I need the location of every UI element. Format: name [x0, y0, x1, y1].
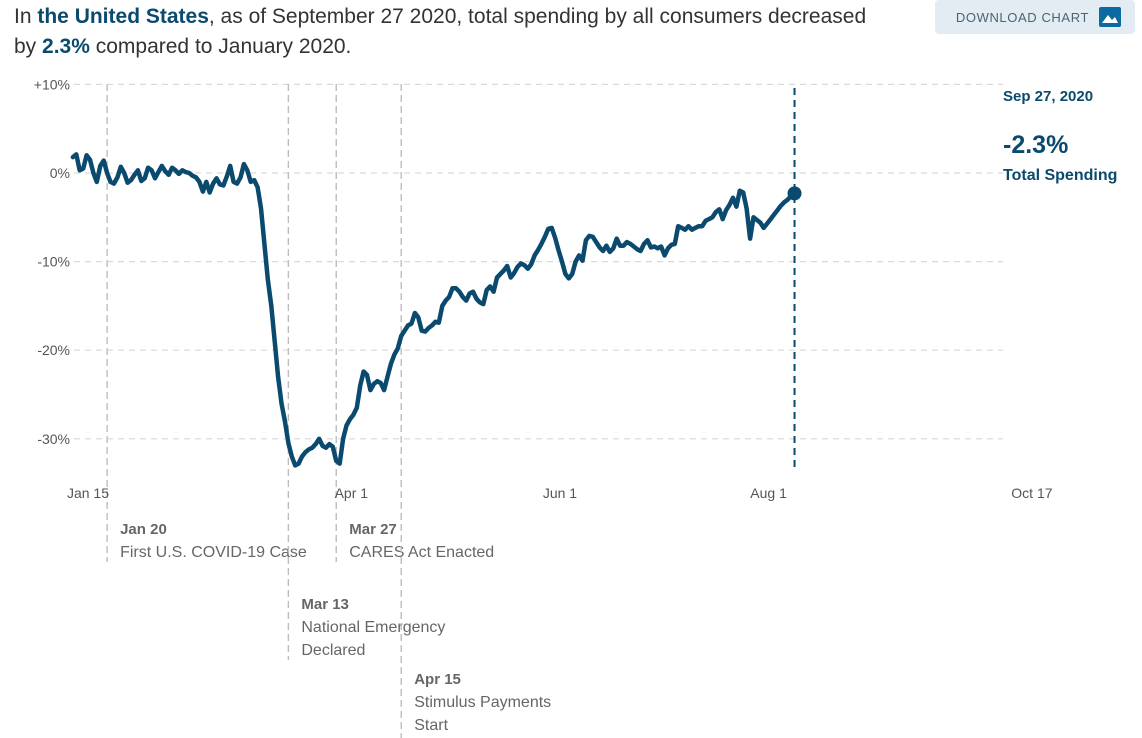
headline-location[interactable]: the United States	[37, 5, 209, 28]
callout-date: Sep 27, 2020	[1003, 88, 1093, 105]
callout-value: -2.3%	[1003, 131, 1068, 159]
series	[70, 152, 797, 468]
x-tick-label: Oct 17	[1011, 485, 1052, 501]
event-label: CARES Act Enacted	[349, 544, 494, 561]
headline-suffix: compared to January 2020.	[89, 35, 352, 58]
event-markers: Jan 20 First U.S. COVID-19 Case Mar 13 Nati…	[106, 84, 551, 738]
y-tick-label: +10%	[34, 76, 70, 92]
image-icon	[1099, 7, 1121, 27]
event-date: Mar 27	[349, 521, 397, 538]
event-label: First U.S. COVID-19 Case	[120, 544, 307, 561]
download-chart-button[interactable]: DOWNLOAD CHART	[935, 0, 1135, 34]
x-tick-label: Jun 1	[543, 485, 577, 501]
y-tick-label: -30%	[37, 431, 70, 447]
series-line-total-spending	[70, 152, 797, 468]
y-tick-label: 0%	[50, 165, 70, 181]
event-label: National Emergency	[301, 619, 445, 636]
event-date: Apr 15	[414, 671, 461, 688]
event-date: Mar 13	[301, 596, 349, 613]
headline: In the United States, as of September 27…	[14, 2, 894, 62]
y-tick-label: -20%	[37, 342, 70, 358]
axis-labels: +10% 0% -10% -20% -30% Jan 15 Apr 1 Jun 1 Aug 1 O…	[34, 76, 1053, 501]
x-tick-label: Aug 1	[750, 485, 787, 501]
x-tick-label: Apr 1	[335, 485, 369, 501]
headline-middle: , as of September 27 2020, total spendin…	[14, 5, 867, 58]
x-tick-label: Jan 15	[67, 485, 109, 501]
event-date: Jan 20	[120, 521, 167, 538]
y-tick-label: -10%	[37, 254, 70, 270]
callout: Sep 27, 2020 -2.3% Total Spending	[787, 88, 1117, 472]
event-label: Stimulus Payments	[414, 694, 551, 711]
headline-prefix: In	[14, 5, 38, 28]
event-label: Start	[414, 717, 448, 734]
callout-point	[787, 186, 802, 201]
event-label: Declared	[301, 642, 365, 659]
callout-label: Total Spending	[1003, 167, 1117, 184]
headline-change: 2.3%	[42, 35, 90, 58]
download-chart-label: DOWNLOAD CHART	[955, 9, 1089, 25]
gridlines	[74, 83, 1003, 440]
